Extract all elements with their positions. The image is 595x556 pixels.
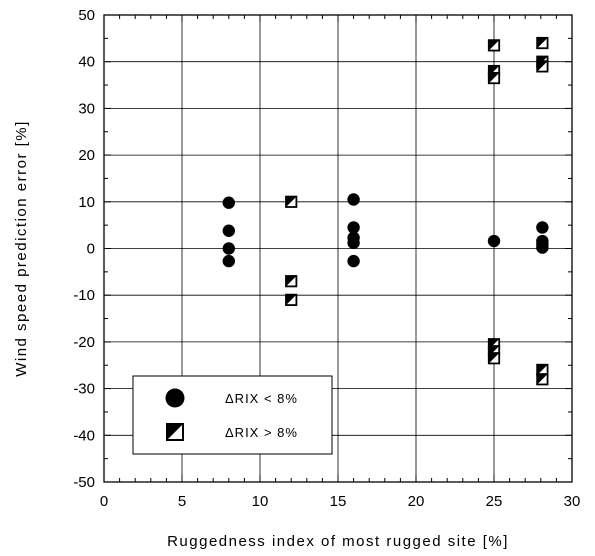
marker-square-fill	[488, 353, 500, 364]
point-circle	[222, 196, 235, 209]
point-circle	[347, 254, 360, 268]
point-square	[536, 60, 549, 73]
point-square	[285, 293, 298, 306]
point-square	[487, 352, 501, 365]
marker-square-fill	[537, 37, 548, 49]
point-circle	[487, 234, 501, 248]
marker-square-fill	[537, 374, 548, 385]
point-square	[487, 39, 501, 52]
y-tick-labels: -50 -40 -30 -20 -10 0 10 20 30 40 50	[73, 7, 95, 491]
x-tick-label: 30	[564, 493, 581, 510]
y-tick-label: 40	[78, 54, 95, 71]
point-circle	[222, 254, 235, 268]
y-tick-label: 0	[87, 241, 95, 258]
marker-square-fill	[286, 196, 297, 207]
x-tick-label: 25	[486, 493, 503, 510]
y-axis-title: Wind speed prediction error [%]	[13, 120, 30, 377]
y-tick-label: -30	[73, 381, 95, 398]
x-tick-label: 10	[252, 493, 269, 510]
point-circle	[347, 193, 360, 206]
x-tick-label: 0	[100, 493, 108, 510]
point-square	[536, 373, 549, 386]
legend-marker-square	[166, 423, 184, 441]
point-circle	[536, 221, 549, 234]
point-circle	[347, 236, 360, 250]
point-circle	[347, 221, 360, 234]
marker-square-fill	[488, 40, 500, 51]
y-tick-label: 20	[78, 147, 95, 164]
point-square	[536, 36, 549, 50]
legend-marker-circle	[165, 388, 185, 408]
legend: ΔRIX < 8% ΔRIX > 8%	[132, 375, 333, 455]
y-tick-label: -50	[73, 474, 95, 491]
data-points	[222, 36, 549, 386]
point-square	[487, 71, 501, 85]
point-square	[285, 275, 298, 288]
legend-label: ΔRIX > 8%	[225, 425, 298, 440]
marker-square-fill	[286, 294, 297, 306]
x-axis-title: Ruggedness index of most rugged site [%]	[167, 533, 509, 550]
point-circle	[222, 224, 235, 237]
marker-square-fill	[537, 364, 548, 376]
point-square	[285, 195, 298, 208]
x-tick-label: 5	[178, 493, 186, 510]
legend-box	[132, 375, 333, 455]
x-tick-label: 15	[330, 493, 347, 510]
marker-square-fill	[537, 61, 548, 72]
x-tick-label: 20	[408, 493, 425, 510]
y-tick-label: -40	[73, 427, 95, 444]
legend-square-fill	[167, 424, 183, 440]
y-tick-label: 50	[78, 7, 95, 24]
y-tick-label: -10	[73, 287, 95, 304]
marker-square-fill	[488, 72, 500, 84]
marker-square-fill	[286, 275, 297, 287]
marker-square-fill	[488, 65, 500, 77]
y-tick-label: 10	[78, 194, 95, 211]
x-tick-labels: 0 5 10 15 20 25 30	[100, 493, 581, 510]
y-tick-label: -20	[73, 334, 95, 351]
plot-frame	[103, 14, 573, 483]
y-tick-label: 30	[78, 100, 95, 117]
legend-items: ΔRIX < 8% ΔRIX > 8%	[165, 388, 298, 441]
point-circle	[536, 241, 549, 254]
point-circle	[222, 242, 235, 255]
legend-label: ΔRIX < 8%	[225, 391, 298, 406]
